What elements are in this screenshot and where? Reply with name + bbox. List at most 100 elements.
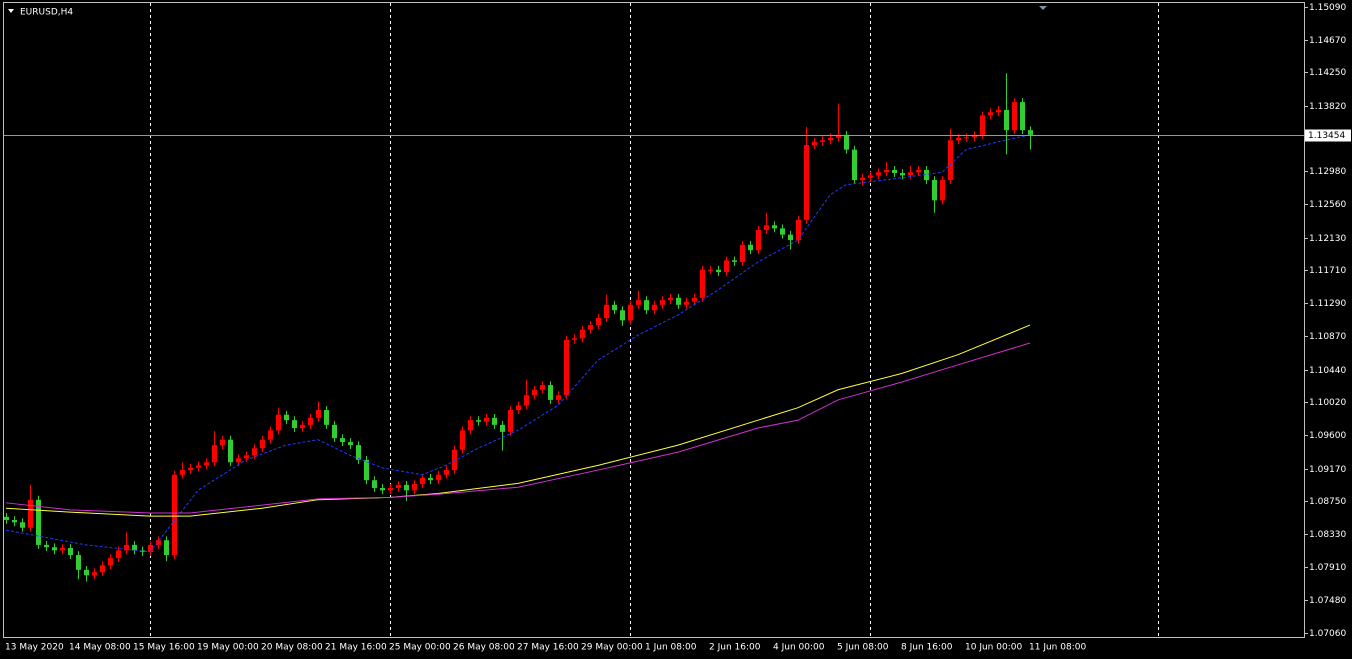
candle-body xyxy=(532,389,537,396)
candle-body xyxy=(308,417,313,425)
candle-body xyxy=(356,445,361,460)
candle-body xyxy=(900,173,905,176)
candle-body xyxy=(276,414,281,431)
menu-arrow[interactable] xyxy=(8,9,14,13)
candle-body xyxy=(556,395,561,400)
candle-body xyxy=(612,304,617,311)
y-tick-label: 1.09170 xyxy=(1309,465,1346,475)
candle-body xyxy=(1028,130,1033,135)
candle-body xyxy=(1012,102,1017,131)
candle-body xyxy=(1004,109,1009,131)
candle-body xyxy=(132,544,137,551)
candle-body xyxy=(540,385,545,390)
x-tick-label: 25 May 00:00 xyxy=(389,643,451,653)
candle-body xyxy=(116,550,121,559)
candle-body xyxy=(60,548,65,551)
candle-body xyxy=(844,134,849,150)
candle-body xyxy=(428,477,433,481)
candle-body xyxy=(156,540,161,545)
candle-body xyxy=(812,141,817,145)
candle-body xyxy=(228,439,233,463)
candle-body xyxy=(644,300,649,311)
candle-body xyxy=(660,300,665,305)
candle-body xyxy=(404,484,409,491)
candle-body xyxy=(708,269,713,271)
candle-body xyxy=(444,470,449,475)
candle-body xyxy=(796,219,801,241)
candle-body xyxy=(108,558,113,566)
x-tick-label: 26 May 08:00 xyxy=(453,643,515,653)
y-tick-label: 1.09600 xyxy=(1309,431,1346,441)
candle-body xyxy=(148,544,153,552)
candle-body xyxy=(516,405,521,411)
y-tick-label: 1.13820 xyxy=(1309,102,1346,112)
x-tick-label: 15 May 16:00 xyxy=(133,643,195,653)
candle-body xyxy=(164,540,169,556)
y-tick-label: 1.11290 xyxy=(1309,299,1346,309)
candle-body xyxy=(364,459,369,481)
y-tick-label: 1.10440 xyxy=(1309,366,1346,376)
candle-body xyxy=(940,180,945,201)
candle-body xyxy=(500,424,505,432)
candle-body xyxy=(868,175,873,178)
candle-body xyxy=(52,547,57,551)
candle-body xyxy=(36,499,41,545)
candle-body xyxy=(972,134,977,138)
candle-body xyxy=(524,395,529,406)
candle-body xyxy=(28,499,33,528)
candle-body xyxy=(84,569,89,576)
x-tick-label: 10 Jun 00:00 xyxy=(965,643,1022,653)
candle-body xyxy=(340,438,345,443)
y-tick-label: 1.14670 xyxy=(1309,36,1346,46)
candle-body xyxy=(732,260,737,262)
candle-body xyxy=(756,229,761,251)
x-tick-label: 13 May 2020 xyxy=(5,643,64,653)
x-tick-label: 21 May 16:00 xyxy=(325,643,387,653)
candle-body xyxy=(996,109,1001,113)
candle-body xyxy=(852,149,857,181)
candle-body xyxy=(580,329,585,339)
candle-body xyxy=(892,169,897,174)
candle-body xyxy=(252,448,257,456)
candle-body xyxy=(692,297,697,302)
y-tick-label: 1.07060 xyxy=(1309,629,1346,639)
candle-body xyxy=(68,548,73,556)
candle-body xyxy=(236,458,241,463)
x-tick-label: 11 Jun 08:00 xyxy=(1029,643,1086,653)
candle-body xyxy=(380,487,385,491)
candle-body xyxy=(820,140,825,142)
plot-frame xyxy=(3,2,1305,638)
y-tick-label: 1.10870 xyxy=(1309,332,1346,342)
x-tick-label: 27 May 16:00 xyxy=(517,643,579,653)
candle-body xyxy=(932,180,937,201)
y-tick-label: 1.12130 xyxy=(1309,234,1346,244)
candle-body xyxy=(676,297,681,305)
candle-body xyxy=(684,301,689,305)
candle-body xyxy=(620,310,625,321)
y-tick-label: 1.08330 xyxy=(1309,530,1346,540)
indicator-line xyxy=(5,324,1031,517)
candle-body xyxy=(460,430,465,450)
candle-body xyxy=(388,487,393,491)
x-tick-label: 1 Jun 08:00 xyxy=(645,643,697,653)
candle-body xyxy=(884,169,889,173)
candle-body xyxy=(652,304,657,311)
candle-body xyxy=(716,269,721,273)
candle-body xyxy=(956,137,961,141)
candle-body xyxy=(12,519,17,523)
candle-body xyxy=(700,269,705,298)
candle-body xyxy=(908,172,913,176)
candle-body xyxy=(124,544,129,551)
candle-body xyxy=(420,477,425,485)
x-tick-label: 5 Jun 08:00 xyxy=(837,643,889,653)
candle-body xyxy=(244,455,249,459)
y-tick-label: 1.10020 xyxy=(1309,398,1346,408)
candle-body xyxy=(780,228,785,235)
candle-body xyxy=(188,467,193,471)
candle-body xyxy=(316,410,321,418)
candle-body xyxy=(412,484,417,491)
candle-body xyxy=(772,225,777,229)
candle-body xyxy=(332,424,337,439)
candle-body xyxy=(140,550,145,552)
